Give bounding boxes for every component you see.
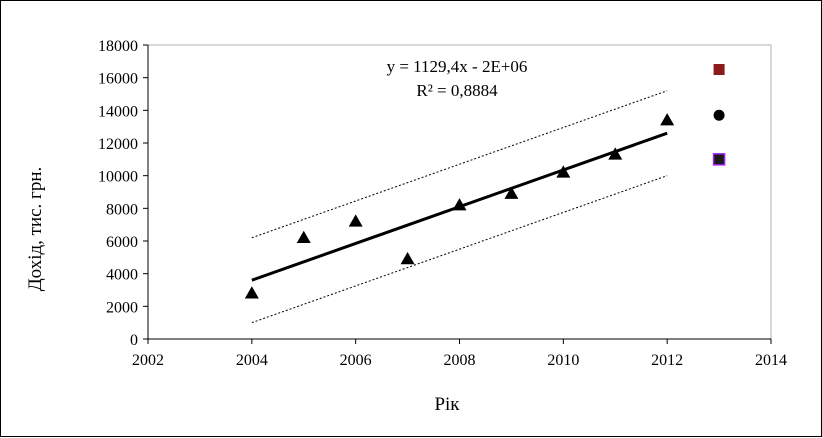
data-point <box>244 286 259 299</box>
trend-equation: y = 1129,4x - 2E+06 <box>387 57 528 76</box>
y-tick-label: 4000 <box>106 267 138 284</box>
data-point <box>400 251 415 265</box>
data-point <box>452 198 467 211</box>
axis-ticks: 0 2000 4000 6000 8000 10000 12000 14000 16000 180… <box>98 38 787 369</box>
x-tick-label: 2014 <box>755 352 787 369</box>
y-tick-label: 16000 <box>98 71 138 88</box>
x-tick-label: 2010 <box>547 352 579 369</box>
forecast-point <box>713 109 725 121</box>
x-tick-label: 2004 <box>236 352 268 369</box>
data-point <box>556 165 571 178</box>
data-point <box>296 230 311 243</box>
x-tick-label: 2008 <box>444 352 476 369</box>
forecast-points <box>712 64 726 166</box>
r-squared-label: R² = 0,8884 <box>416 81 498 100</box>
x-tick-label: 2012 <box>651 352 683 369</box>
y-tick-label: 8000 <box>106 201 138 218</box>
y-tick-label: 12000 <box>98 136 138 153</box>
y-tick-label: 6000 <box>106 234 138 251</box>
y-tick-label: 0 <box>130 332 138 349</box>
forecast-point <box>712 153 726 166</box>
y-tick-label: 2000 <box>106 299 138 316</box>
y-tick-label: 14000 <box>98 103 138 120</box>
confidence-bound-line <box>251 175 668 324</box>
confidence-bound-line <box>251 90 668 239</box>
data-point <box>660 113 675 126</box>
data-point <box>608 147 623 160</box>
x-tick-label: 2002 <box>132 352 164 369</box>
y-tick-label: 10000 <box>98 169 138 186</box>
y-axis-title: Дохід, тис. грн. <box>25 167 46 292</box>
forecast-point <box>713 64 725 75</box>
data-point <box>348 214 363 227</box>
data-point <box>504 186 519 199</box>
data-points <box>244 113 675 299</box>
x-tick-label: 2006 <box>340 352 372 369</box>
y-tick-label: 18000 <box>98 38 138 55</box>
x-axis-title: Рік <box>434 394 460 415</box>
